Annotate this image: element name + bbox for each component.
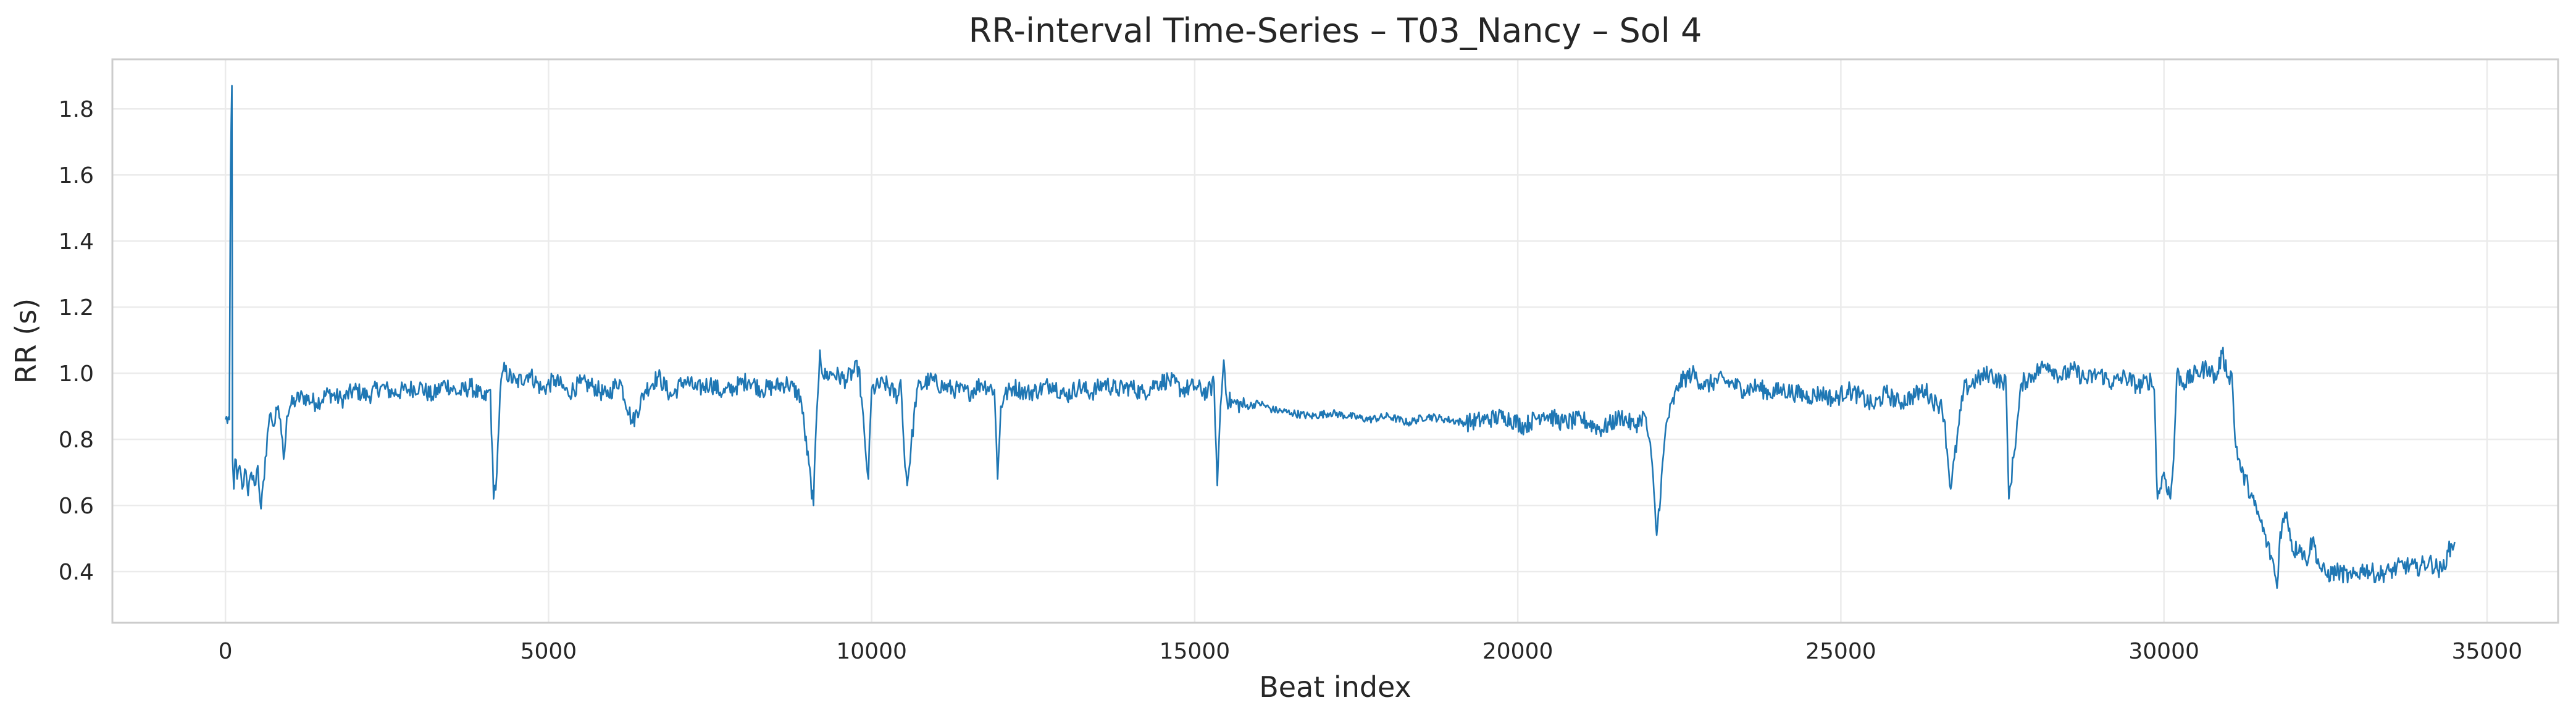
x-axis-label: Beat index: [1259, 670, 1411, 704]
y-axis-label: RR (s): [9, 298, 43, 384]
plot-frame: [111, 58, 2559, 624]
y-tick-label: 1.0: [59, 361, 94, 387]
y-tick-label: 1.8: [59, 97, 94, 122]
x-tick-label: 30000: [2128, 639, 2199, 664]
y-tick-label: 1.4: [59, 229, 94, 255]
x-tick-label: 25000: [1805, 639, 1876, 664]
series-group: [224, 85, 2456, 589]
x-tick-label: 5000: [521, 639, 577, 664]
x-tick-label: 35000: [2452, 639, 2523, 664]
y-tick-label: 0.4: [59, 560, 94, 585]
y-tick-label: 0.6: [59, 494, 94, 519]
x-axis-ticks: 0 5000 10000 15000 20000 25000 30000 35000: [219, 639, 2522, 664]
y-tick-label: 0.8: [59, 428, 94, 453]
series-line-rr-interval: [224, 85, 2456, 589]
x-tick-label: 15000: [1160, 639, 1231, 664]
x-tick-label: 10000: [836, 639, 907, 664]
chart-title: RR-interval Time-Series – T03_Nancy – So…: [969, 11, 1702, 50]
x-tick-label: 0: [219, 639, 233, 664]
y-tick-label: 1.6: [59, 163, 94, 188]
grid-lines: [112, 59, 2558, 623]
y-axis-ticks: 0.4 0.6 0.8 1.0 1.2 1.4 1.6 1.8: [59, 97, 94, 585]
x-tick-label: 20000: [1482, 639, 1554, 664]
y-tick-label: 1.2: [59, 295, 94, 321]
